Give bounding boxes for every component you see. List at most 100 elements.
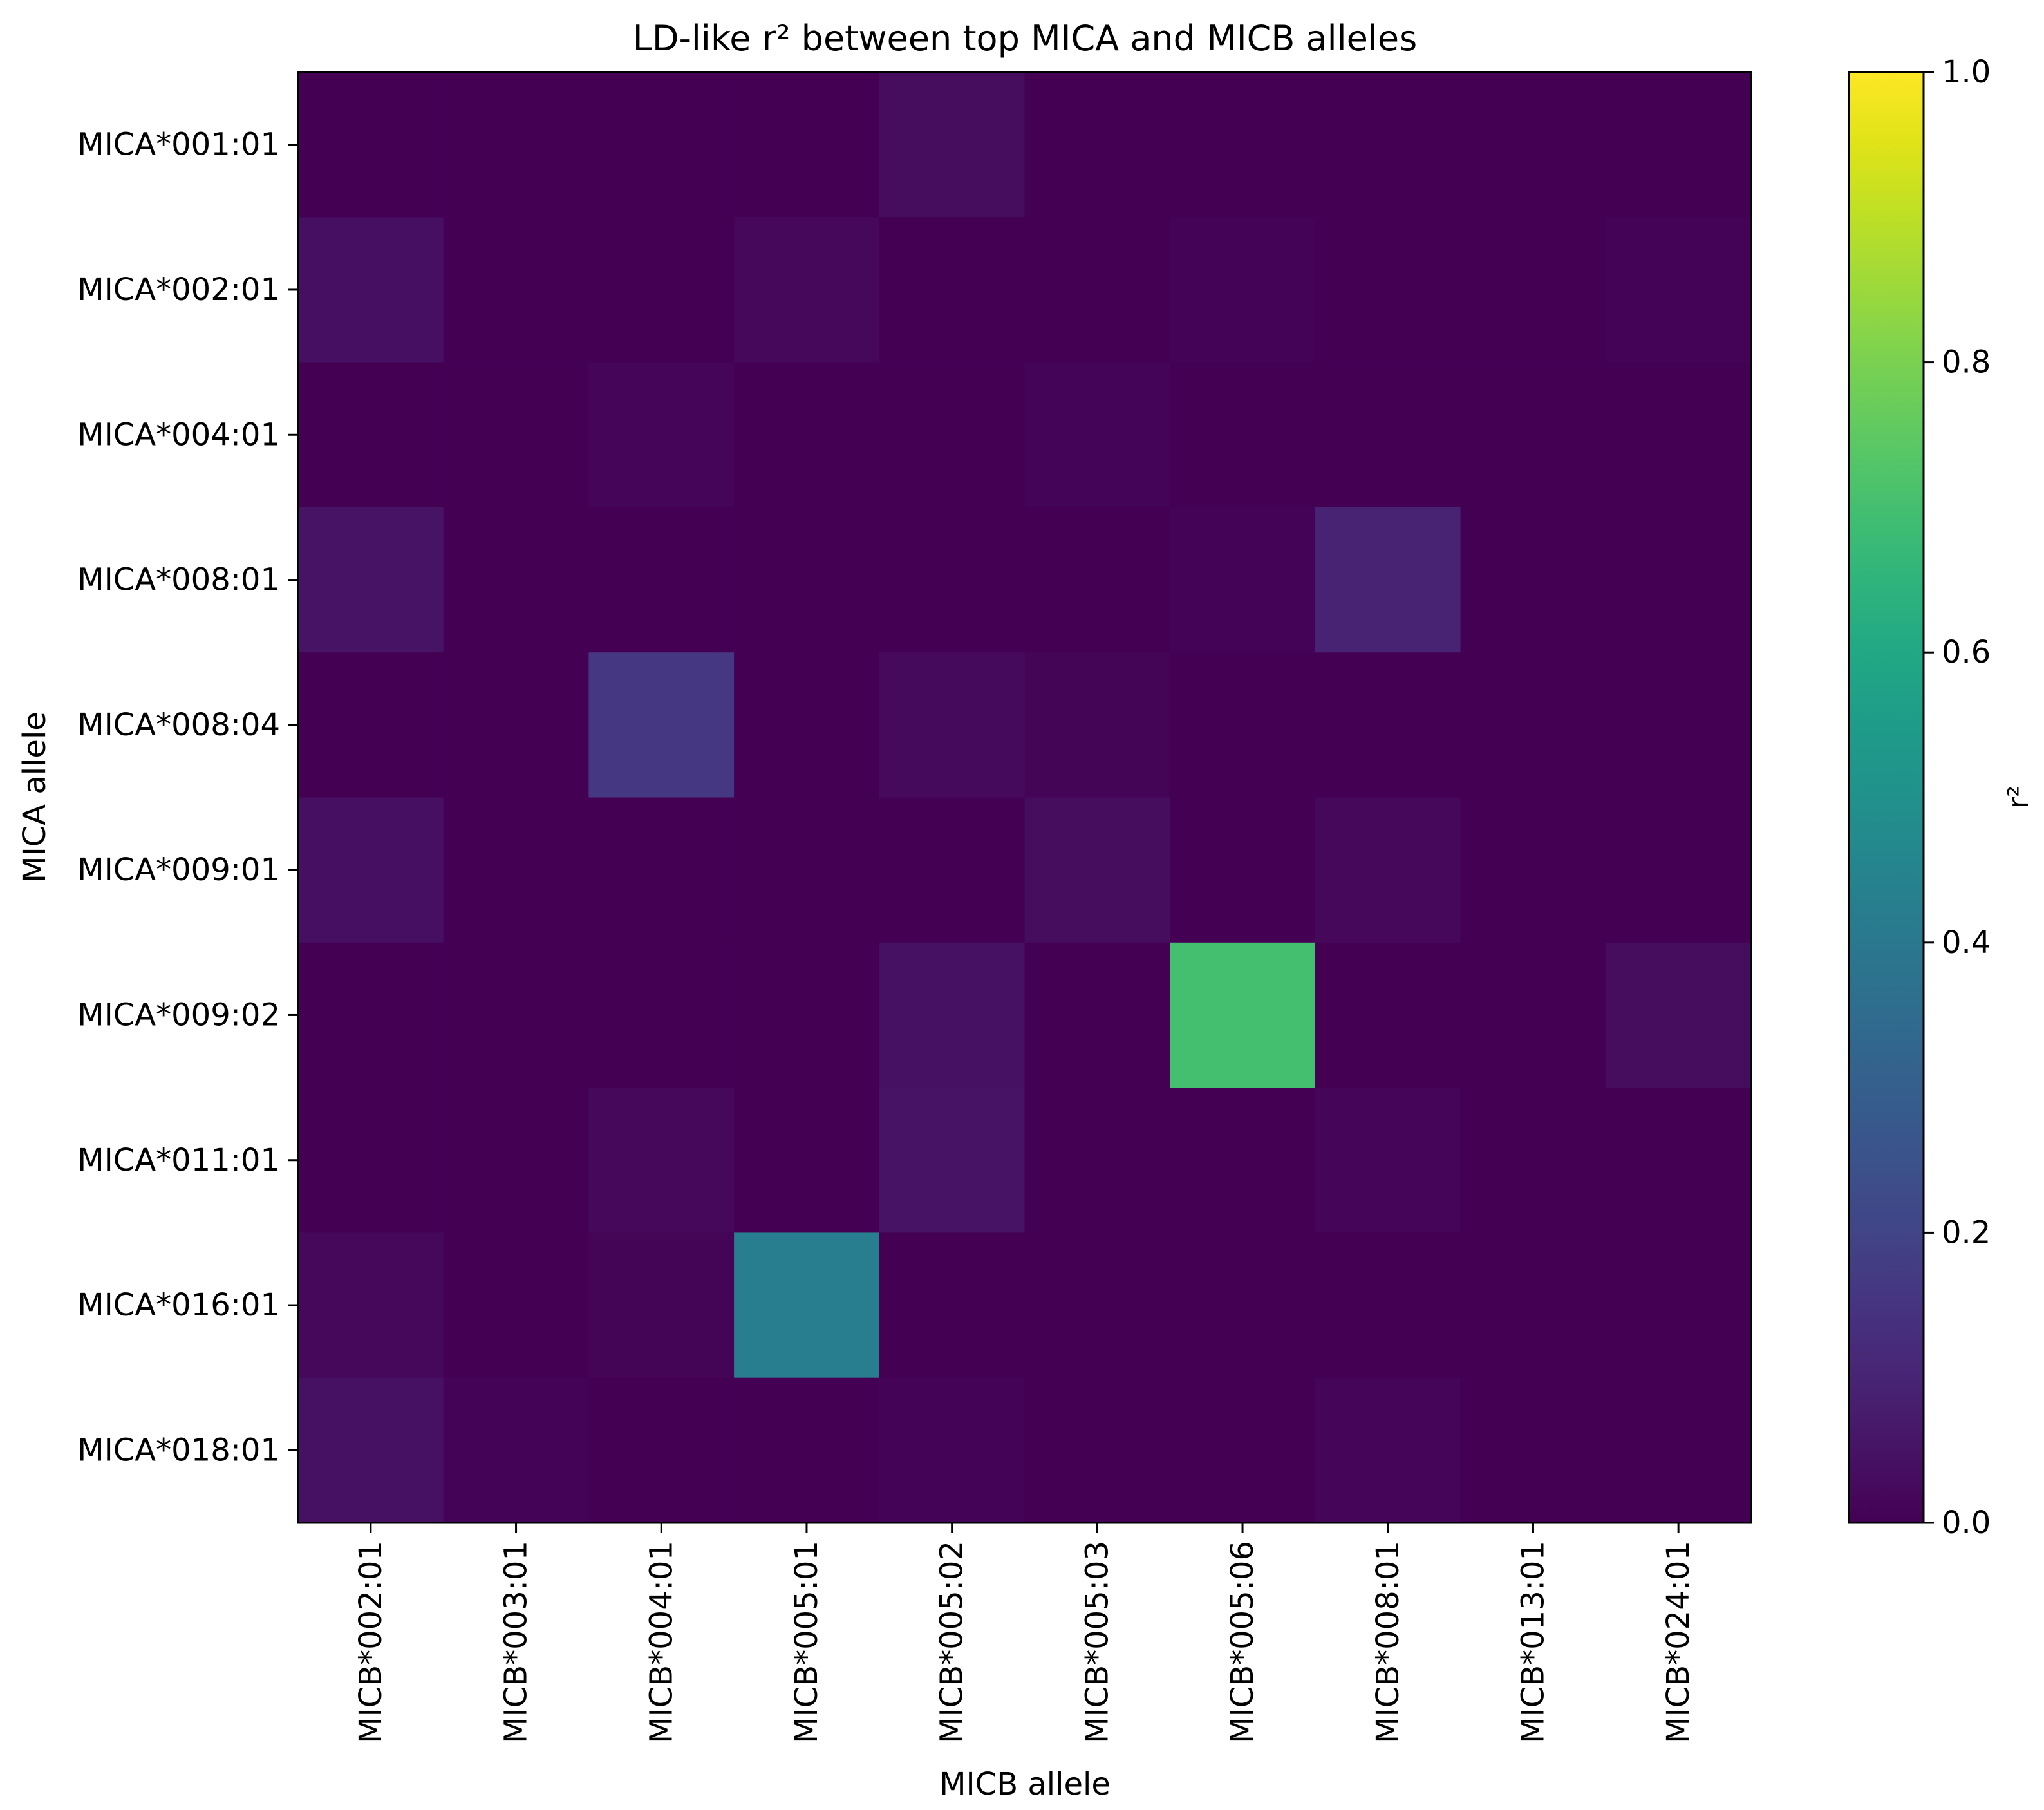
heatmap-cell <box>1460 1232 1606 1379</box>
heatmap-cell <box>1460 72 1606 218</box>
heatmap-cell <box>443 1232 589 1379</box>
heatmap-cell <box>734 362 880 508</box>
heatmap-cell <box>1315 72 1461 218</box>
heatmap-cell <box>1460 652 1606 798</box>
y-axis-ticks: MICA*001:01 MICA*002:01 MICA*004:01 MICA*00… <box>77 127 298 1468</box>
y-tick-label: MICA*008:01 <box>77 562 280 598</box>
heatmap-cell <box>298 362 444 508</box>
heatmap-cell <box>443 362 589 508</box>
colorbar-tick-label: 1.0 <box>1942 54 1991 90</box>
heatmap-cell <box>879 652 1026 798</box>
x-tick-label: MICB*004:01 <box>643 1541 679 1744</box>
heatmap-cell <box>1460 1377 1606 1523</box>
colorbar-tick-label: 0.2 <box>1942 1214 1991 1250</box>
heatmap-cell <box>1606 72 1752 218</box>
colorbar-tick-label: 0.8 <box>1942 344 1991 381</box>
x-tick-label: MICB*024:01 <box>1660 1541 1696 1744</box>
heatmap-cell <box>1024 1088 1170 1233</box>
heatmap-cell <box>734 1377 880 1523</box>
colorbar-label: r² <box>2002 786 2035 809</box>
heatmap-cells <box>298 72 1752 1523</box>
heatmap-cell <box>1606 942 1752 1088</box>
heatmap-cell <box>298 797 444 943</box>
heatmap-cell <box>879 797 1026 943</box>
heatmap-cell <box>1170 362 1316 508</box>
heatmap-cell <box>443 797 589 943</box>
heatmap-cell <box>588 797 735 943</box>
plot-frame <box>297 71 1752 1524</box>
y-tick-label: MICA*004:01 <box>77 417 280 453</box>
y-tick-label: MICA*001:01 <box>77 127 280 163</box>
heatmap-cell <box>443 507 589 653</box>
heatmap-cell <box>1606 217 1752 363</box>
heatmap-cell <box>588 362 735 508</box>
heatmap-cell <box>1170 942 1316 1088</box>
heatmap-cell <box>588 1377 735 1523</box>
heatmap-cell <box>1315 942 1461 1088</box>
heatmap-cell <box>1024 652 1170 798</box>
heatmap-cell <box>1024 362 1170 508</box>
heatmap-cell <box>1606 362 1752 508</box>
heatmap-cell <box>879 72 1026 218</box>
heatmap-cell <box>1460 507 1606 653</box>
heatmap-cell <box>298 507 444 653</box>
x-tick-label: MICB*005:01 <box>789 1541 825 1744</box>
heatmap-cell <box>879 1232 1026 1379</box>
heatmap-cell <box>588 217 735 363</box>
heatmap-cell <box>1606 652 1752 798</box>
heatmap-cell <box>1315 507 1461 653</box>
heatmap-cell <box>879 217 1026 363</box>
heatmap-cell <box>879 1377 1026 1523</box>
y-tick-label: MICA*009:02 <box>77 997 280 1033</box>
heatmap-cell <box>588 72 735 218</box>
heatmap-cell <box>1170 1377 1316 1523</box>
x-axis-ticks: MICB*002:01 MICB*003:01 MICB*004:01 MICB*00… <box>353 1523 1696 1744</box>
heatmap-cell <box>1024 942 1170 1088</box>
heatmap-cell <box>443 72 589 218</box>
y-tick-label: MICA*011:01 <box>77 1142 280 1178</box>
heatmap-cell <box>734 507 880 653</box>
heatmap-cell <box>443 1377 589 1523</box>
heatmap-cell <box>298 1377 444 1523</box>
heatmap-cell <box>1460 217 1606 363</box>
colorbar-ticks: 0.0 0.2 0.4 0.6 0.8 1.0 <box>1924 54 1991 1541</box>
heatmap-cell <box>1024 72 1170 218</box>
x-axis-label: MICB allele <box>939 1766 1111 1802</box>
heatmap-cell <box>1024 507 1170 653</box>
heatmap-cell <box>298 652 444 798</box>
y-tick-label: MICA*016:01 <box>77 1287 280 1323</box>
heatmap-cell <box>734 652 880 798</box>
heatmap-cell <box>879 507 1026 653</box>
chart-title: LD-like r² between top MICA and MICB all… <box>633 18 1417 59</box>
x-tick-label: MICB*003:01 <box>498 1541 534 1744</box>
heatmap-cell <box>1460 362 1606 508</box>
heatmap-cell <box>879 362 1026 508</box>
heatmap-cell <box>1170 797 1316 943</box>
heatmap-cell <box>1606 1088 1752 1233</box>
heatmap-cell <box>298 1232 444 1379</box>
heatmap-cell <box>734 72 880 218</box>
heatmap-cell <box>1170 507 1316 653</box>
heatmap-cell <box>298 217 444 363</box>
heatmap-cell <box>443 217 589 363</box>
heatmap-cell <box>1315 1377 1461 1523</box>
heatmap-cell <box>1606 1377 1752 1523</box>
heatmap-cell <box>298 942 444 1088</box>
heatmap-cell <box>1315 797 1461 943</box>
heatmap-cell <box>1024 797 1170 943</box>
x-tick-label: MICB*008:01 <box>1370 1541 1406 1744</box>
x-tick-label: MICB*005:06 <box>1224 1541 1261 1744</box>
heatmap-cell <box>1024 1377 1170 1523</box>
heatmap-cell <box>588 507 735 653</box>
heatmap-cell <box>1460 797 1606 943</box>
heatmap-cell <box>1315 362 1461 508</box>
heatmap-cell <box>1170 1232 1316 1379</box>
y-tick-label: MICA*009:01 <box>77 852 280 888</box>
colorbar-tick-label: 0.6 <box>1942 634 1991 670</box>
heatmap-cell <box>588 652 735 798</box>
heatmap-cell <box>1315 217 1461 363</box>
heatmap-cell <box>588 942 735 1088</box>
x-tick-label: MICB*013:01 <box>1515 1541 1551 1744</box>
y-axis-label: MICA allele <box>17 712 53 883</box>
heatmap-cell <box>1315 1088 1461 1233</box>
